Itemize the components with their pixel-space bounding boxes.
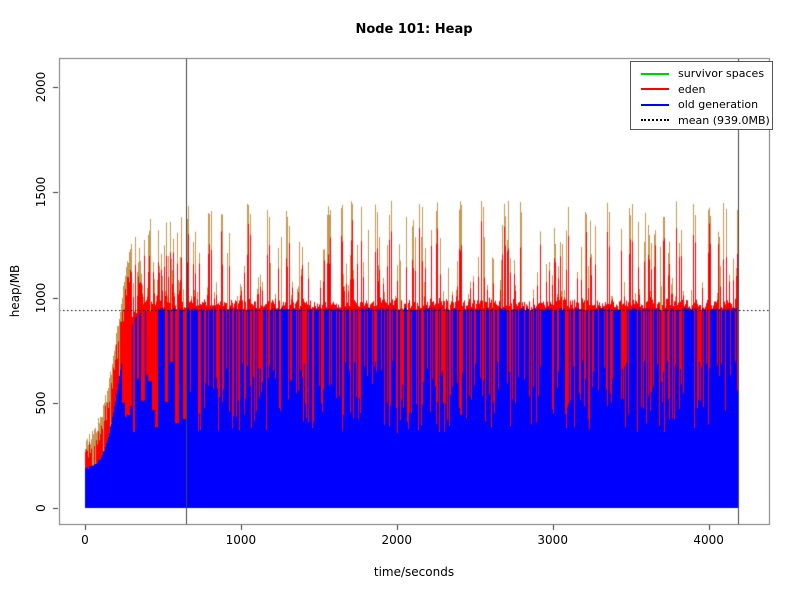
- series-line-swatch-icon: [641, 88, 669, 91]
- legend-item: old generation: [641, 97, 772, 113]
- y-tick-label-text: 500: [34, 391, 48, 415]
- legend-label: survivor spaces: [678, 67, 765, 81]
- legend-label: eden: [678, 82, 706, 96]
- x-tick-label: 4000: [693, 533, 724, 547]
- series-line-swatch-icon: [641, 72, 669, 75]
- x-tick-label: 0: [81, 533, 89, 547]
- series-line-swatch-icon: [641, 103, 669, 106]
- legend-item: eden: [641, 82, 772, 98]
- mean-line-swatch-icon: [641, 119, 669, 122]
- legend-item: survivor spaces: [641, 66, 772, 82]
- legend-label: mean (939.0MB): [678, 113, 770, 127]
- x-tick-label: 3000: [537, 533, 568, 547]
- x-tick-label: 2000: [381, 533, 413, 547]
- y-tick-label-text: 2000: [34, 71, 48, 103]
- legend-label: old generation: [678, 98, 759, 112]
- chart-title: Node 101: Heap: [355, 22, 473, 37]
- x-tick-label: 1000: [225, 533, 257, 547]
- y-tick-label-text: 1000: [34, 282, 48, 313]
- x-axis-title: time/seconds: [373, 565, 455, 579]
- y-tick-label-text: 0: [34, 504, 48, 512]
- y-tick-label-text: 1500: [34, 176, 48, 208]
- legend-item: mean (939.0MB): [641, 113, 772, 129]
- y-axis-title-text: heap/MB: [8, 264, 22, 318]
- legend: survivor spaces eden old generation mean (9…: [630, 61, 773, 130]
